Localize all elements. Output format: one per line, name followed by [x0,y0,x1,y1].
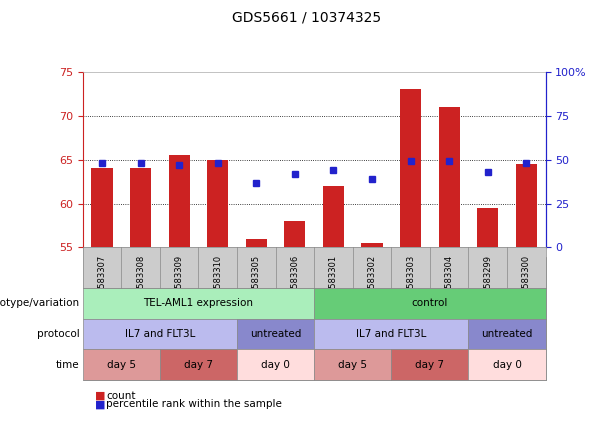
Text: TEL-AML1 expression: TEL-AML1 expression [143,298,253,308]
Text: protocol: protocol [37,329,80,339]
Text: ■: ■ [95,391,105,401]
Text: control: control [412,298,448,308]
Bar [323,186,344,247]
Bar [207,160,229,247]
Text: genotype/variation: genotype/variation [0,298,80,308]
Text: day 7: day 7 [416,360,444,370]
Bar [400,90,421,247]
Text: ■: ■ [95,399,105,409]
Bar [516,164,537,247]
Text: percentile rank within the sample: percentile rank within the sample [106,399,282,409]
Text: GDS5661 / 10374325: GDS5661 / 10374325 [232,11,381,25]
Text: IL7 and FLT3L: IL7 and FLT3L [356,329,427,339]
Text: time: time [56,360,80,370]
Text: day 0: day 0 [493,360,522,370]
Bar [284,221,305,247]
Bar [130,168,151,247]
Text: day 5: day 5 [107,360,136,370]
Bar [362,243,383,247]
Text: day 0: day 0 [261,360,290,370]
Text: IL7 and FLT3L: IL7 and FLT3L [124,329,195,339]
Bar [438,107,460,247]
Text: untreated: untreated [481,329,533,339]
Bar [477,208,498,247]
Bar [91,168,113,247]
Bar [169,155,190,247]
Text: day 7: day 7 [184,360,213,370]
Bar [246,239,267,247]
Text: count: count [106,391,135,401]
Text: untreated: untreated [250,329,301,339]
Text: day 5: day 5 [338,360,367,370]
